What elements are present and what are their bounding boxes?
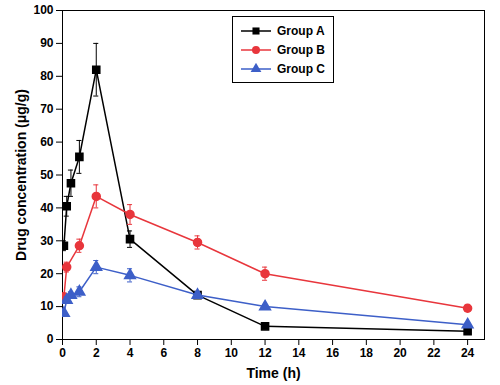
svg-text:100: 100: [33, 3, 53, 17]
svg-text:Drug concentration (μg/g): Drug concentration (μg/g): [13, 89, 29, 261]
svg-text:8: 8: [194, 346, 201, 360]
svg-text:4: 4: [127, 346, 134, 360]
svg-text:70: 70: [40, 102, 54, 116]
svg-text:16: 16: [326, 346, 340, 360]
svg-text:40: 40: [40, 201, 54, 215]
svg-text:24: 24: [461, 346, 475, 360]
svg-text:10: 10: [40, 299, 54, 313]
svg-text:14: 14: [292, 346, 306, 360]
svg-text:60: 60: [40, 135, 54, 149]
svg-text:18: 18: [360, 346, 374, 360]
svg-text:30: 30: [40, 234, 54, 248]
svg-text:Time (h): Time (h): [246, 365, 300, 381]
svg-text:80: 80: [40, 69, 54, 83]
html-text:Group C: Group C: [277, 61, 325, 76]
svg-text:12: 12: [258, 346, 272, 360]
svg-text:22: 22: [427, 346, 441, 360]
svg-text:0: 0: [47, 332, 54, 346]
svg-text:20: 20: [393, 346, 407, 360]
svg-text:2: 2: [93, 346, 100, 360]
svg-text:10: 10: [225, 346, 239, 360]
html-text:Group A: Group A: [277, 23, 325, 38]
svg-text:6: 6: [160, 346, 167, 360]
svg-text:90: 90: [40, 36, 54, 50]
svg-text:0: 0: [59, 346, 66, 360]
html-text:Group B: Group B: [277, 42, 325, 57]
svg-text:50: 50: [40, 168, 54, 182]
svg-text:20: 20: [40, 267, 54, 281]
